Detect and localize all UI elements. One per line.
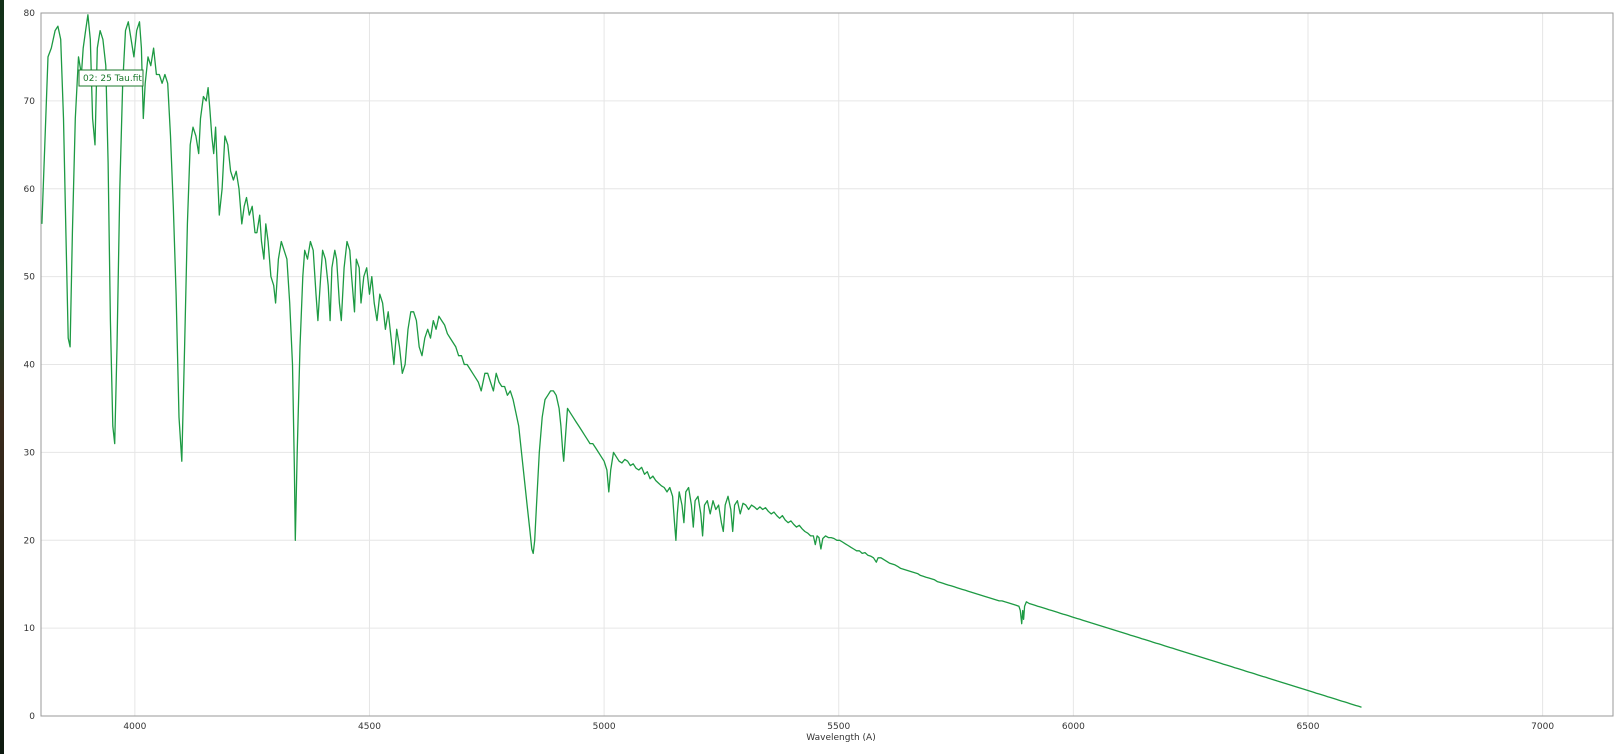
- x-tick-label: 6500: [1297, 722, 1320, 732]
- y-tick-label: 0: [29, 712, 35, 722]
- series-legend-label: 02: 25 Tau.fit: [83, 74, 142, 84]
- series-legend-box: [78, 69, 144, 87]
- x-tick-label: 4500: [358, 722, 381, 732]
- x-tick-label: 7000: [1531, 722, 1554, 732]
- y-tick-label: 60: [24, 185, 36, 195]
- x-tick-label: 6000: [1062, 722, 1085, 732]
- plot-frame: [40, 12, 1614, 717]
- y-tick-label: 80: [24, 9, 36, 19]
- window-left-border: [0, 0, 4, 754]
- x-tick-label: 5500: [827, 722, 850, 732]
- y-tick-label: 70: [24, 97, 36, 107]
- y-tick-label: 30: [24, 448, 36, 458]
- spectrum-line[interactable]: [41, 14, 1362, 708]
- y-tick-label: 50: [24, 273, 36, 283]
- x-tick-label: 5000: [593, 722, 616, 732]
- y-tick-label: 40: [24, 361, 36, 371]
- x-tick-label: 4000: [123, 722, 146, 732]
- x-axis-title: Wavelength (A): [806, 733, 875, 743]
- y-tick-label: 10: [24, 624, 36, 634]
- y-tick-label: 20: [24, 536, 36, 546]
